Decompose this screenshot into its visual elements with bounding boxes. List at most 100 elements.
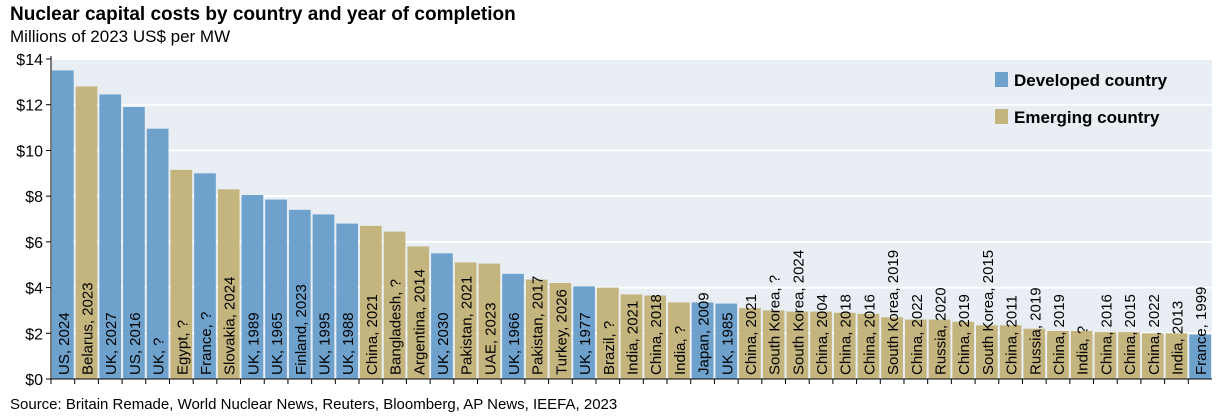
bar: [833, 312, 856, 379]
bar: [549, 283, 572, 379]
bar-label: Finland, 2023: [293, 284, 310, 375]
bar-label: Russia, 2019: [1027, 287, 1044, 375]
source-note: Source: Britain Remade, World Nuclear Ne…: [10, 396, 618, 413]
bar-label: Russia, 2020: [933, 287, 950, 375]
bar-label: UK, 1995: [316, 312, 333, 375]
legend-swatch: [995, 109, 1008, 124]
bar-label: China, 2022: [909, 294, 926, 375]
bar-label: India, 2021: [625, 301, 642, 375]
bar: [123, 107, 145, 379]
bar: [170, 169, 193, 379]
bar: [762, 310, 785, 379]
bar: [1165, 333, 1188, 379]
bar-label: China, 2019: [1051, 294, 1068, 375]
bar: [573, 286, 595, 379]
bar-label: China, 2011: [1004, 295, 1021, 375]
bar-label: France, 1999: [1193, 287, 1210, 375]
bar: [431, 253, 453, 379]
bar: [1070, 331, 1093, 379]
bar: [739, 308, 761, 379]
bar: [810, 311, 832, 379]
bar-label: South Korea, ?: [767, 275, 784, 375]
bar-label: India, ?: [1075, 326, 1092, 375]
bar: [217, 189, 240, 379]
bar: [928, 319, 951, 379]
bar-label: UK, 1988: [340, 312, 357, 375]
bar: [1189, 334, 1211, 379]
chart-subtitle: Millions of 2023 US$ per MW: [10, 27, 231, 46]
bar-label: US, 2016: [127, 312, 144, 375]
bar-label: UK, 2030: [435, 312, 452, 375]
bar-label: UK, 1965: [269, 312, 286, 375]
bar-label: South Korea, 2024: [790, 250, 807, 375]
bar-label: China, 2016: [1098, 294, 1115, 375]
bar-label: Pakistan, 2017: [530, 276, 547, 375]
bar-label: Egypt, ?: [174, 320, 191, 375]
bar: [52, 70, 74, 379]
bar: [1141, 333, 1164, 379]
bar: [502, 273, 524, 379]
y-tick-label: $6: [25, 235, 43, 252]
bar-label: UK, ?: [151, 337, 168, 375]
bar: [288, 209, 311, 379]
bar-label: Pakistan, 2021: [459, 276, 476, 375]
bar: [478, 263, 501, 379]
bar-label: Brazil, ?: [601, 321, 618, 375]
bar-label: China, 2018: [838, 294, 855, 375]
legend-label: Emerging country: [1014, 108, 1160, 127]
bar-label: Turkey, 2026: [553, 289, 570, 375]
bar-label: UK, 1989: [245, 312, 262, 375]
bar-label: India, ?: [672, 326, 689, 375]
bar: [691, 302, 714, 379]
bar-label: Bangladesh, ?: [388, 279, 405, 375]
bar-label: China, 2019: [956, 294, 973, 375]
bar: [312, 214, 335, 379]
bar: [146, 128, 169, 379]
y-tick-label: $14: [16, 52, 43, 69]
bar-label: China, 2021: [364, 294, 381, 375]
bar: [194, 173, 216, 379]
bar-label: China, 2022: [1146, 294, 1163, 375]
bar-label: India, 2013: [1169, 301, 1186, 375]
bar-label: China, 2021: [743, 294, 760, 375]
bar-label: UK, 1985: [719, 312, 736, 375]
bar-label: Japan, 2009: [696, 292, 713, 375]
bar-label: UK, 1966: [506, 312, 523, 375]
y-tick-label: $8: [25, 189, 43, 206]
bar: [999, 325, 1022, 379]
bar: [336, 223, 359, 379]
bar-label: Belarus, 2023: [80, 282, 97, 375]
bar-label: China, 2018: [648, 294, 665, 375]
legend-swatch: [995, 72, 1008, 87]
bar: [786, 311, 809, 379]
bar: [596, 287, 619, 379]
bar-label: South Korea, 2019: [885, 250, 902, 375]
y-tick-label: $2: [25, 326, 43, 343]
bar-label: UK, 2027: [103, 312, 120, 375]
bar-label: China, 2004: [814, 294, 831, 375]
y-tick-label: $12: [16, 98, 43, 115]
chart-title: Nuclear capital costs by country and yea…: [10, 4, 516, 25]
bar: [668, 302, 690, 379]
y-tick-label: $10: [16, 143, 43, 160]
bar: [1023, 328, 1046, 379]
bar: [383, 231, 406, 379]
bar: [952, 321, 975, 379]
bar: [454, 262, 477, 379]
bar-label: China, 2016: [861, 294, 878, 375]
bar: [620, 294, 643, 379]
bar: [99, 94, 122, 379]
bar-label: Slovakia, 2024: [222, 277, 239, 375]
bar: [1118, 332, 1140, 379]
bar: [904, 319, 927, 379]
bar: [1047, 331, 1069, 379]
bar-label: UAE, 2023: [482, 302, 499, 375]
bar-label: France, ?: [198, 312, 215, 375]
bar-label: South Korea, 2015: [980, 250, 997, 375]
bar: [360, 225, 382, 379]
bar: [881, 317, 903, 379]
bar-label: China, 2015: [1122, 294, 1139, 375]
bar: [644, 295, 667, 379]
